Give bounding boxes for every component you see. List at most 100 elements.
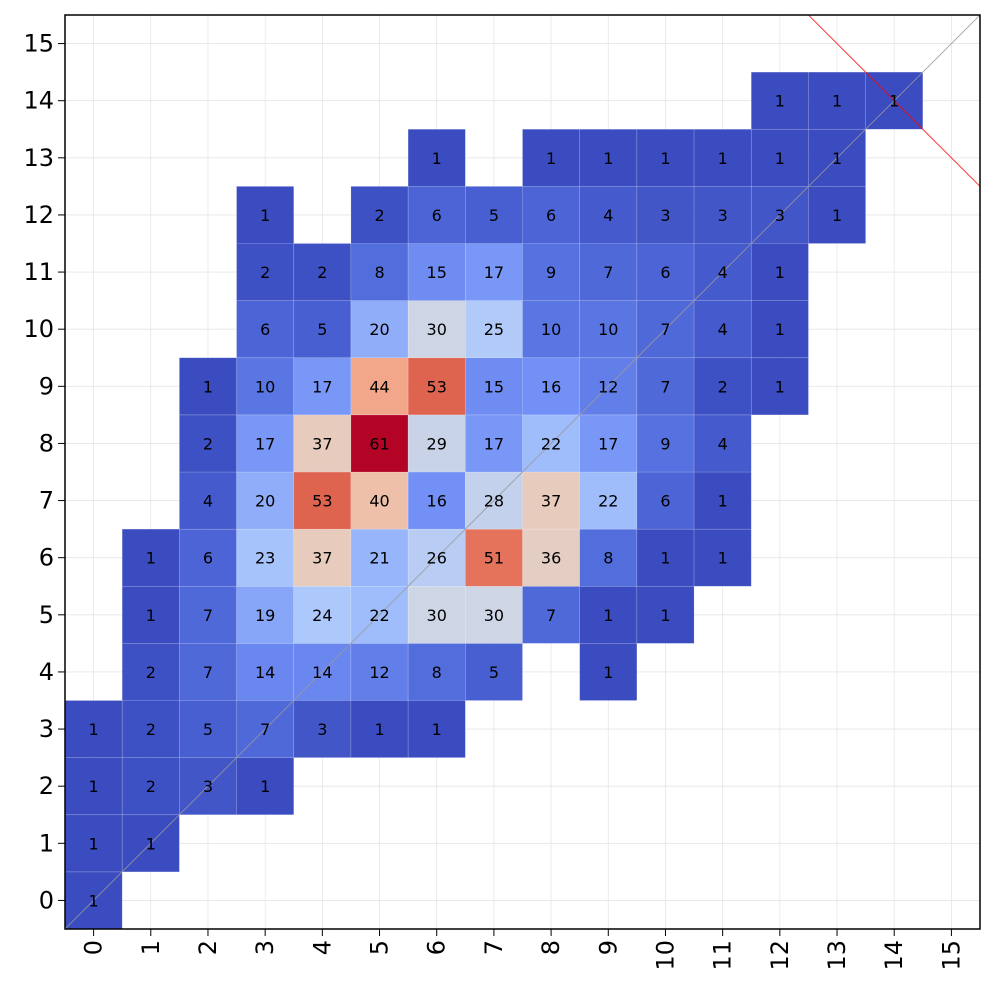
heatmap-cell	[64, 700, 123, 758]
heatmap-cell	[121, 700, 180, 758]
cell-value-label: 2	[260, 263, 270, 282]
heatmap-cell	[579, 643, 638, 701]
heatmap-cell	[350, 471, 409, 530]
cell-value-label: 17	[255, 434, 275, 453]
cell-value-label: 12	[369, 663, 389, 682]
heatmap-cell	[693, 471, 752, 530]
cell-value-label: 28	[484, 492, 504, 511]
cell-value-label: 40	[369, 492, 389, 511]
heatmap-cell	[465, 186, 523, 244]
cell-value-label: 25	[484, 320, 504, 339]
cell-value-label: 5	[489, 206, 499, 225]
cell-value-label: 30	[427, 606, 447, 625]
diagonal-line	[64, 14, 981, 930]
heatmap-cell	[64, 757, 123, 816]
cell-value-label: 2	[146, 663, 156, 682]
cell-value-label: 14	[255, 663, 275, 682]
x-tick-label: 6	[423, 940, 451, 955]
cell-value-label: 1	[718, 492, 728, 511]
heatmap-cell	[350, 186, 409, 244]
heatmap-cell	[293, 700, 352, 758]
cell-value-labels: 11 11 2 3 11 2 5 7 3 1 12 7 14 14 12 8 5 11 7 19 24 22 30 30 7 1 1…	[89, 92, 900, 911]
y-tick-label: 5	[39, 601, 54, 629]
cell-value-label: 1	[832, 149, 842, 168]
heatmap-cell	[465, 585, 523, 644]
cell-value-label: 9	[546, 263, 556, 282]
x-tick-label: 2	[194, 940, 222, 955]
x-tick-label: 7	[480, 940, 508, 955]
heatmap-cell	[465, 300, 523, 359]
x-tick-label: 9	[594, 940, 622, 955]
heatmap-cell	[407, 700, 466, 758]
cell-value-label: 1	[203, 377, 213, 396]
y-tick-label: 6	[39, 544, 54, 572]
cell-value-label: 22	[541, 434, 561, 453]
heatmap-cell	[522, 243, 580, 301]
cell-value-label: 1	[603, 606, 613, 625]
cell-value-label: 1	[146, 549, 156, 568]
cell-value-label: 61	[369, 434, 389, 453]
cell-value-label: 9	[660, 434, 670, 453]
y-tick-label: 15	[23, 30, 54, 58]
heatmap-cell	[407, 643, 466, 701]
cell-value-label: 23	[255, 549, 275, 568]
cell-value-label: 29	[427, 434, 447, 453]
heatmap-cell	[693, 357, 752, 416]
x-tick-label: 1	[137, 940, 165, 955]
heatmap-cell	[579, 243, 638, 301]
heatmap-cell	[465, 528, 523, 587]
heatmap-cell	[808, 71, 866, 130]
cell-value-label: 26	[427, 549, 447, 568]
cell-value-label: 37	[312, 549, 332, 568]
cell-value-label: 17	[312, 377, 332, 396]
cell-value-label: 7	[260, 720, 270, 739]
cell-value-label: 5	[203, 720, 213, 739]
heatmap-cell	[750, 357, 809, 416]
x-tick-label: 4	[308, 940, 336, 955]
heatmap-cell	[693, 186, 752, 244]
x-tick-label: 8	[537, 940, 565, 955]
heatmap-cell	[636, 414, 695, 473]
cell-value-label: 1	[832, 92, 842, 111]
cell-value-label: 30	[427, 320, 447, 339]
heatmap-cell	[179, 700, 237, 758]
cell-value-label: 1	[718, 149, 728, 168]
cell-value-label: 53	[312, 492, 332, 511]
cell-value-label: 7	[546, 606, 556, 625]
cell-value-label: 6	[260, 320, 270, 339]
cell-value-label: 20	[255, 492, 275, 511]
y-tick-label: 4	[39, 658, 54, 686]
x-tick-label: 3	[251, 940, 279, 955]
y-tick-label: 12	[23, 201, 54, 229]
cell-value-label: 6	[432, 206, 442, 225]
heatmap-cell	[579, 414, 638, 473]
cell-value-label: 17	[484, 263, 504, 282]
heatmap-cell	[407, 357, 466, 416]
cell-value-label: 10	[598, 320, 618, 339]
heatmap-cell	[293, 243, 352, 301]
heatmap-cell	[350, 300, 409, 359]
heatmap-cell	[236, 357, 295, 416]
heatmap-cell	[522, 300, 580, 359]
y-tick-label: 1	[39, 829, 54, 857]
heatmap-cell	[465, 243, 523, 301]
cell-value-label: 2	[146, 777, 156, 796]
heatmap-cell	[179, 357, 237, 416]
cell-value-label: 7	[203, 663, 213, 682]
cell-value-label: 1	[89, 720, 99, 739]
cell-value-label: 2	[317, 263, 327, 282]
heatmap-cell	[579, 186, 638, 244]
cell-value-label: 53	[427, 377, 447, 396]
cell-value-label: 1	[89, 891, 99, 910]
cell-value-label: 1	[660, 549, 670, 568]
heatmap-cell	[407, 300, 466, 359]
cell-value-label: 12	[598, 377, 618, 396]
cell-value-label: 4	[718, 434, 728, 453]
y-tick-label: 14	[23, 87, 54, 115]
heatmap-cell	[179, 643, 237, 701]
heatmap-cell	[522, 186, 580, 244]
heatmap-cell	[350, 528, 409, 587]
x-axis-ticks: 0 1 2 3 4 5 6 7 8 9 10 11 12 13 14 15	[80, 929, 965, 971]
cell-value-label: 2	[374, 206, 384, 225]
cell-value-label: 1	[775, 320, 785, 339]
